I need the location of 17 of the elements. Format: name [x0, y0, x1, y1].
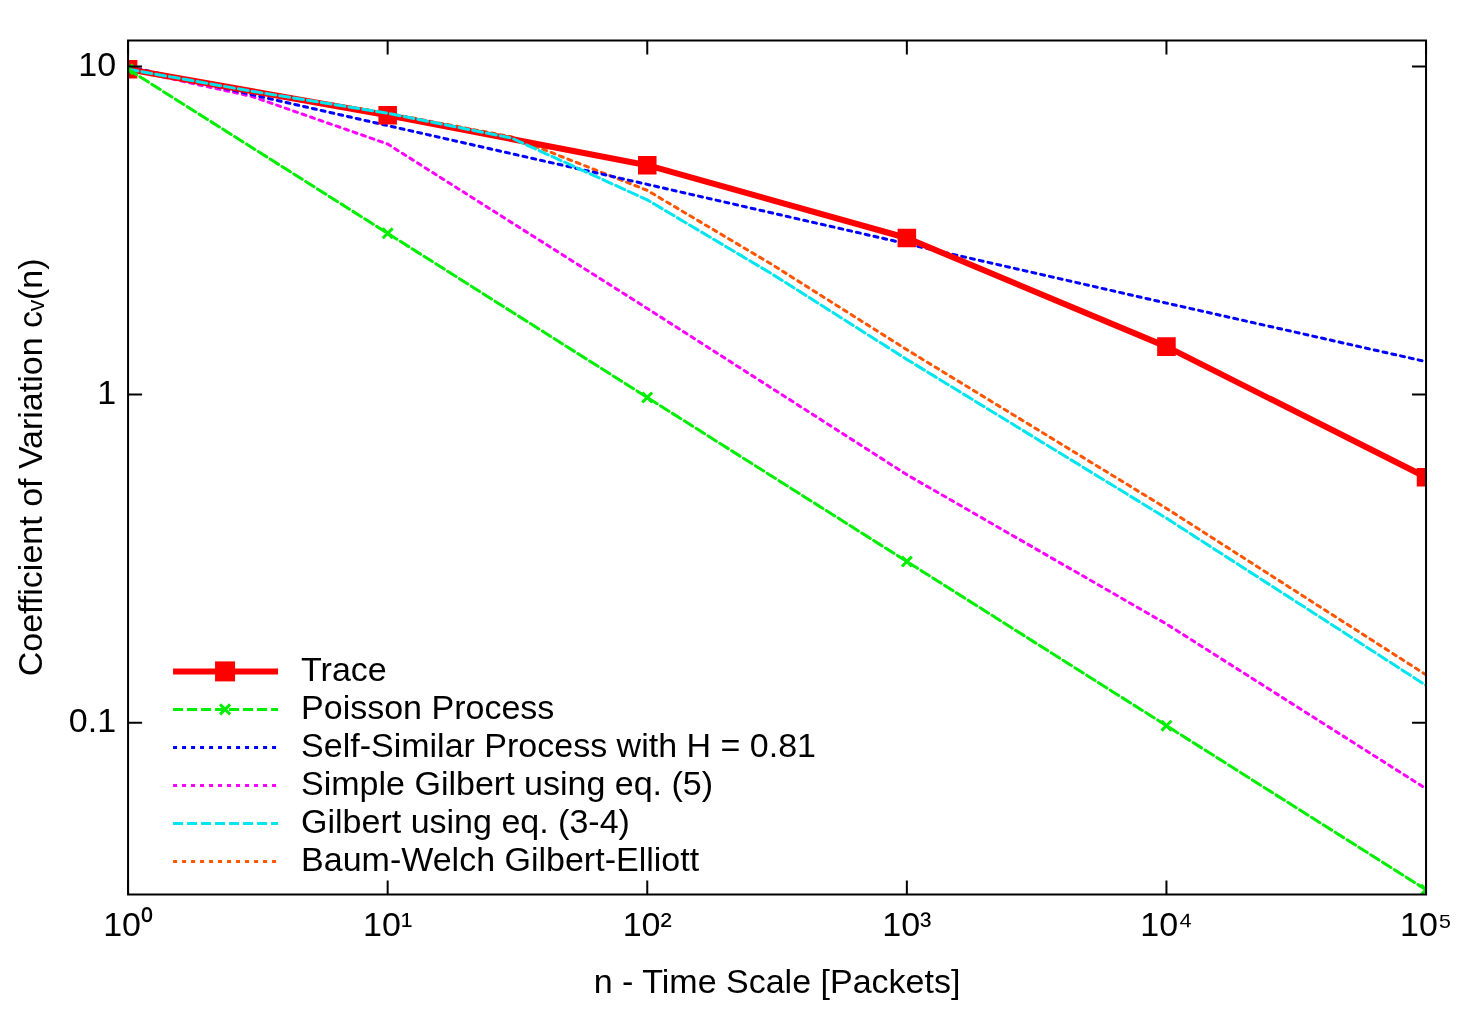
legend-label: Trace: [301, 649, 387, 688]
x-tick-label: 10⁴: [1140, 905, 1193, 944]
y-tick-label: 1: [97, 372, 117, 411]
x-axis-title: n - Time Scale [Packets]: [593, 961, 961, 1000]
legend-label: Simple Gilbert using eq. (5): [301, 763, 714, 802]
x-tick-label: 10¹: [363, 905, 413, 944]
y-tick-label: 10: [78, 44, 117, 83]
legend-label: Baum-Welch Gilbert-Elliott: [301, 839, 700, 878]
legend-label: Gilbert using eq. (3-4): [301, 801, 630, 840]
y-axis-title: Coefficient of Variation cᵥ(n): [10, 258, 49, 677]
x-tick-label: 10³: [882, 905, 932, 944]
legend-label: Poisson Process: [301, 687, 555, 726]
x-tick-label: 10²: [622, 905, 672, 944]
y-tick-label: 0.1: [68, 701, 117, 740]
x-tick-label: 10⁰: [103, 905, 153, 944]
x-tick-label: 10⁵: [1400, 905, 1452, 944]
legend-label: Self-Similar Process with H = 0.81: [301, 725, 816, 764]
